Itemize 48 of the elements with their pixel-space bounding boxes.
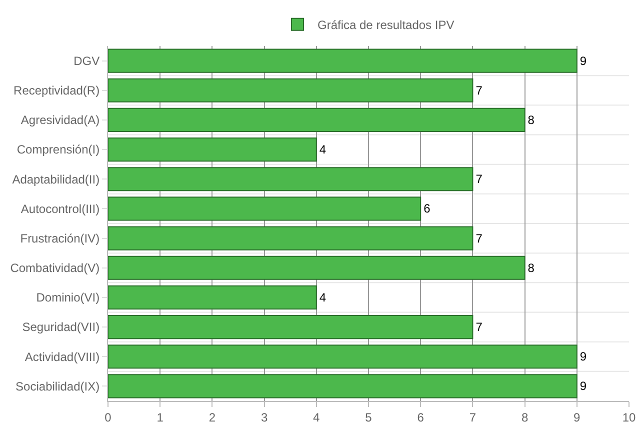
y-tick-label: Adaptabilidad(II)	[12, 172, 100, 186]
data-label: 9	[580, 350, 587, 364]
x-tick-label: 2	[208, 410, 216, 424]
data-label: 4	[319, 142, 326, 157]
bar	[108, 344, 578, 369]
data-label: 9	[580, 54, 587, 68]
y-tick-label: Sociabilidad(IX)	[16, 379, 100, 394]
bar	[108, 108, 526, 132]
data-label: 7	[476, 231, 483, 246]
y-tick-label: Receptividad(R)	[14, 84, 100, 98]
bar	[108, 196, 422, 221]
data-label: 7	[476, 320, 483, 334]
bar	[108, 226, 474, 250]
data-label: 9	[580, 379, 587, 394]
bar	[108, 285, 317, 310]
x-tick-label: 3	[260, 410, 268, 424]
data-label: 7	[476, 172, 483, 186]
y-tick-label: Dominio(VI)	[36, 290, 100, 305]
bar	[108, 167, 474, 192]
bar	[108, 374, 578, 398]
x-tick-label: 9	[574, 410, 581, 424]
y-tick-label: Autocontrol(III)	[20, 202, 100, 216]
y-tick-label: Combatividad(V)	[10, 261, 100, 276]
bar	[108, 138, 317, 162]
y-tick-label: Comprensión(I)	[16, 142, 100, 157]
data-label: 7	[476, 83, 483, 98]
y-tick-label: Frustración(IV)	[20, 231, 100, 246]
bar	[108, 256, 526, 280]
bar	[108, 78, 474, 102]
data-label: 8	[528, 260, 535, 275]
y-tick-label: DGV	[74, 54, 100, 68]
data-label: 6	[424, 202, 431, 216]
x-tick-label: 5	[365, 410, 372, 424]
x-tick-label: 6	[417, 410, 424, 424]
legend-label: Gráfica de resultados IPV	[318, 18, 454, 32]
bar	[108, 315, 474, 340]
data-label: 4	[319, 290, 326, 304]
x-tick-label: 0	[104, 410, 112, 424]
y-tick-label: Actividad(VIII)	[24, 350, 100, 364]
x-tick-label: 10	[622, 410, 636, 424]
x-tick-label: 1	[156, 410, 164, 424]
y-tick-label: Seguridad(VII)	[22, 320, 100, 334]
x-tick-label: 7	[469, 410, 476, 424]
bar	[108, 48, 578, 73]
x-tick-label: 4	[313, 410, 320, 424]
x-tick-label: 8	[521, 410, 528, 424]
data-label: 8	[528, 112, 535, 127]
y-tick-label: Agresividad(A)	[20, 113, 100, 128]
